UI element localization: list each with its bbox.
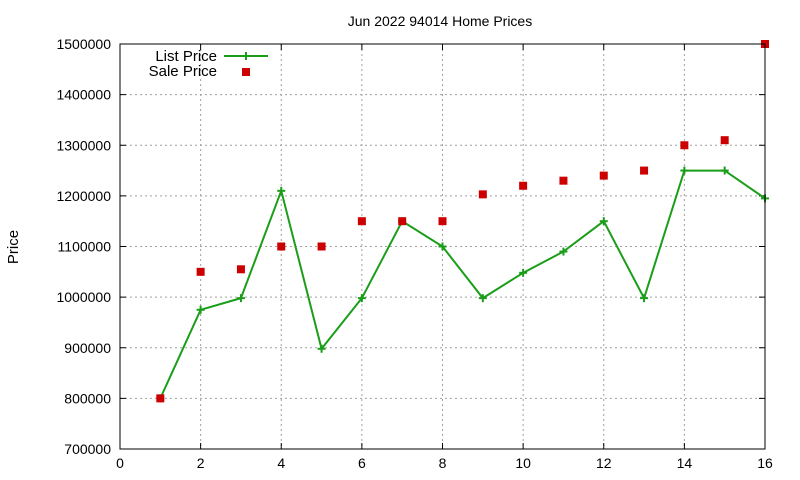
- sale-price-marker: [559, 176, 568, 185]
- legend-label-sale-price: Sale Price: [149, 63, 217, 80]
- list-price-marker: [519, 268, 528, 277]
- x-tick-label: 10: [515, 455, 531, 471]
- sale-price-marker: [317, 242, 326, 251]
- x-tick-label: 16: [757, 455, 773, 471]
- series-layer: [156, 40, 769, 403]
- y-tick-label: 800000: [64, 390, 111, 406]
- x-tick-label: 0: [116, 455, 124, 471]
- legend-marker-sale-price: [242, 68, 250, 76]
- sale-price-marker: [519, 181, 528, 190]
- list-price-marker: [438, 242, 447, 251]
- list-price-marker: [357, 294, 366, 303]
- sale-price-marker: [196, 267, 205, 276]
- x-tick-label: 2: [197, 455, 205, 471]
- sale-price-marker: [156, 394, 165, 403]
- x-tick-label: 4: [277, 455, 285, 471]
- legend-label-list-price: List Price: [155, 48, 217, 65]
- y-tick-label: 1000000: [56, 289, 111, 305]
- y-tick-label: 1200000: [56, 188, 111, 204]
- sale-price-marker: [599, 171, 608, 180]
- list-price-marker: [196, 305, 205, 314]
- list-price-marker: [599, 217, 608, 226]
- list-price-marker: [236, 294, 245, 303]
- sale-price-marker: [478, 190, 487, 199]
- x-tick-label: 14: [677, 455, 693, 471]
- y-tick-label: 1100000: [58, 239, 112, 255]
- list-price-marker: [277, 186, 286, 195]
- sale-price-marker: [277, 242, 286, 251]
- sale-price-marker: [398, 217, 407, 226]
- sale-price-marker: [357, 217, 366, 226]
- y-tick-label: 900000: [64, 340, 111, 356]
- sale-price-marker: [640, 166, 649, 175]
- y-tick-label: 1500000: [56, 36, 111, 52]
- plot-frame: [119, 43, 766, 450]
- list-price-marker: [720, 166, 729, 175]
- sale-price-marker: [236, 265, 245, 274]
- list-price-marker: [317, 344, 326, 353]
- chart-title: Jun 2022 94014 Home Prices: [348, 13, 532, 29]
- sale-price-marker: [720, 136, 729, 145]
- list-price-line: [159, 169, 766, 399]
- sale-price-marker: [438, 217, 447, 226]
- y-tick-label: 1400000: [56, 87, 111, 103]
- list-price-marker: [559, 247, 568, 256]
- y-tick-label: 1300000: [56, 137, 111, 153]
- y-axis-label: Price: [5, 230, 22, 264]
- x-tick-label: 12: [596, 455, 612, 471]
- axis-ticks: 700000 800000 900000 1000000 1100000 1200000 1…: [56, 36, 773, 471]
- list-price-marker: [680, 166, 689, 175]
- x-tick-label: 6: [358, 455, 366, 471]
- list-price-marker: [640, 294, 649, 303]
- x-tick-label: 8: [439, 455, 447, 471]
- sale-price-marker: [680, 141, 689, 150]
- list-price-marker: [478, 294, 487, 303]
- y-tick-label: 700000: [64, 441, 111, 457]
